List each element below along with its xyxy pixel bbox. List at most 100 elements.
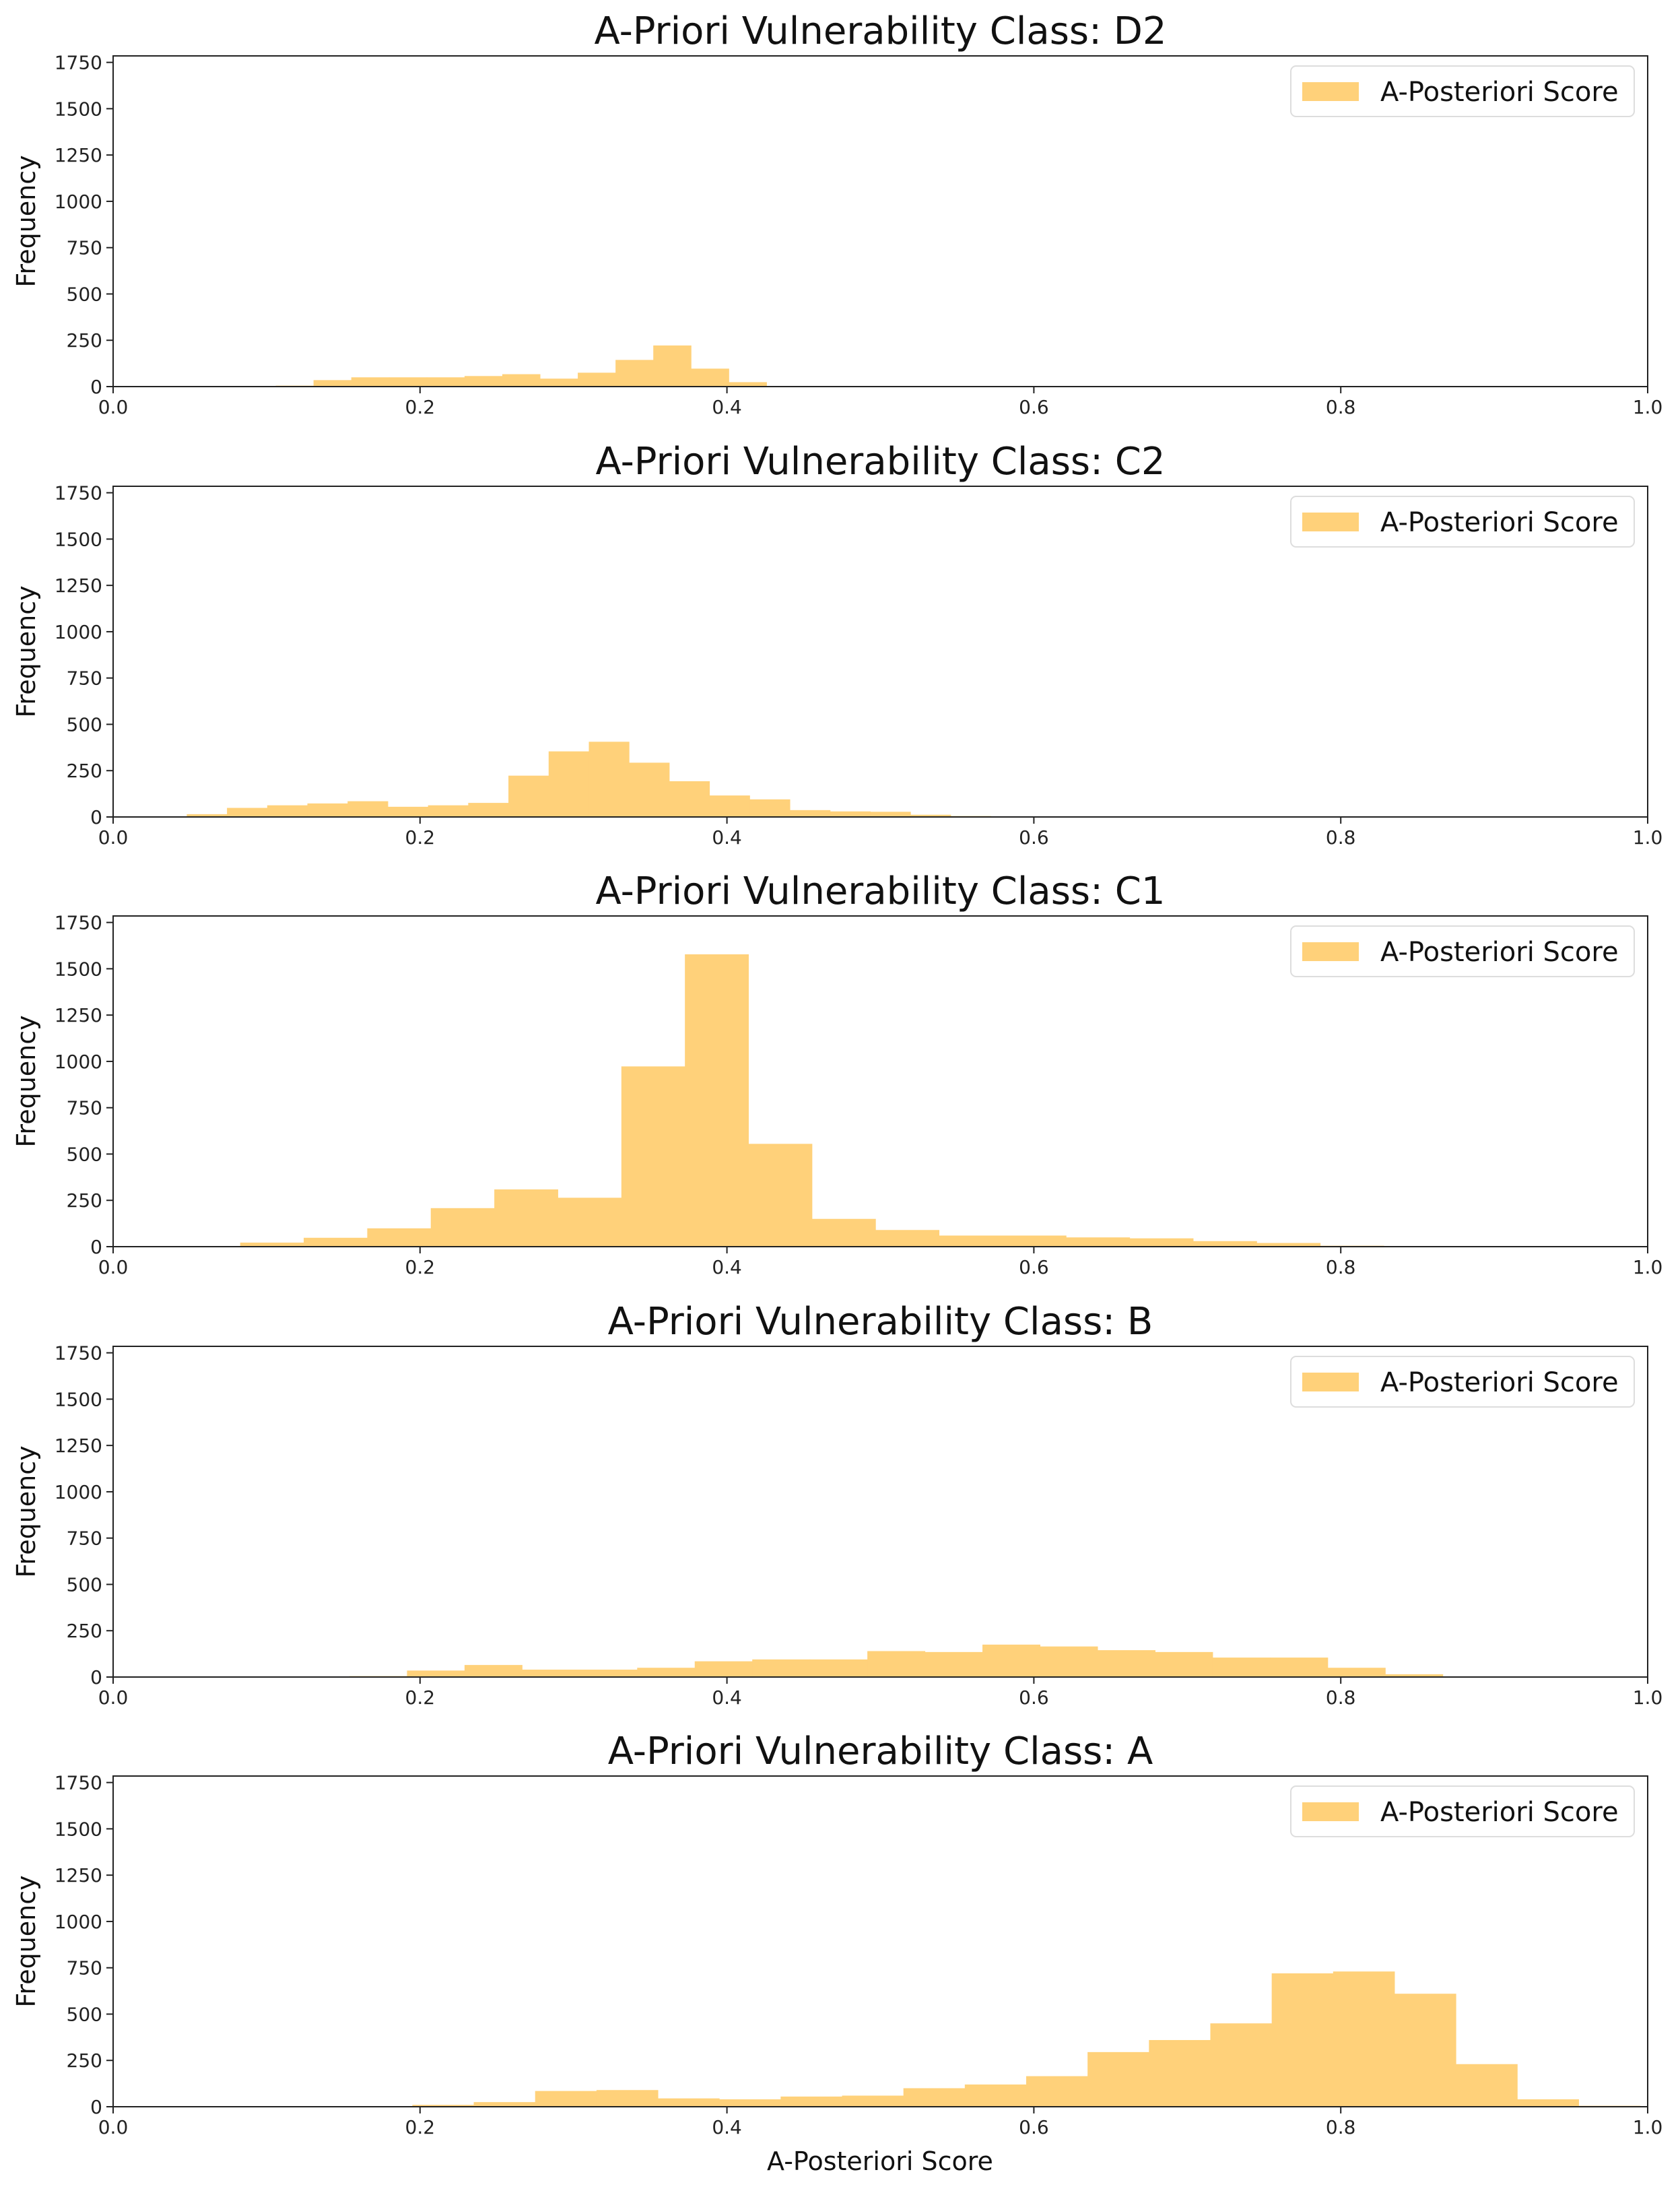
y-tick-label: 0 [90,376,102,398]
histogram-bar [910,814,951,817]
histogram-bar [464,376,503,387]
histogram-bar [621,1066,685,1247]
legend-label: A-Posteriori Score [1380,1797,1619,1828]
y-tick-label: 250 [67,1189,102,1212]
histogram-bar [407,1670,465,1677]
x-tick-label: 0.0 [98,826,129,849]
histogram-bar [842,2095,904,2107]
legend-swatch [1302,1802,1359,1821]
y-tick-label: 1500 [55,528,102,550]
y-tick-label: 1250 [55,1864,102,1886]
histogram-bar [1517,2099,1579,2107]
panel-c2: A-Priori Vulnerability Class: C2 0.0 0.2 0.… [11,440,1662,849]
y-axis-label: Frequency [11,1445,41,1577]
y-tick-label: 750 [67,667,102,690]
histogram-bar [749,799,791,817]
histogram-bar [752,1659,811,1677]
histogram-bar [494,1189,558,1247]
axes-frame [112,486,1648,818]
y-tick-label: 1750 [55,52,102,74]
panel-d2: A-Priori Vulnerability Class: D2 0.0 0.2 0.… [11,9,1662,418]
x-tick-label: 1.0 [1633,1256,1663,1278]
panel-c1: A-Priori Vulnerability Class: C1 0.0 0.2 0.… [11,869,1662,1278]
y-tick-label: 1000 [55,1051,102,1073]
x-tick-label: 0.8 [1326,1256,1356,1278]
histogram-bar [1327,1668,1386,1677]
x-tick-label: 0.2 [405,826,436,849]
y-tick-label: 0 [90,2096,102,2118]
y-tick-label: 250 [67,1620,102,1642]
histogram-bar [1155,1651,1213,1677]
histogram-bar [1270,1658,1329,1677]
y-tick-label: 750 [67,1957,102,1979]
histogram-bar [1040,1646,1098,1677]
histogram-bar [502,374,541,387]
histogram-bar [925,1651,983,1677]
x-tick-label: 0.2 [405,396,436,418]
y-tick-label: 1750 [55,1342,102,1365]
y-tick-label: 1250 [55,1435,102,1457]
legend-swatch [1302,942,1359,961]
y-axis-label: Frequency [11,585,41,717]
histogram-bar [748,1144,813,1247]
y-tick-label: 1250 [55,144,102,166]
y-tick-label: 1750 [55,482,102,504]
x-tick-label: 0.8 [1326,2116,1356,2138]
histogram-bar [540,379,578,387]
histogram-bar [347,801,389,817]
histogram-bar [694,1661,753,1677]
histogram-bar [669,781,710,817]
histogram-bar [240,1242,304,1247]
histogram-bar [304,1237,368,1247]
histogram-bar [389,377,428,387]
histogram-bar [875,1230,940,1247]
legend-label: A-Posteriori Score [1380,507,1619,538]
y-tick-label: 0 [90,1236,102,1258]
histogram-bar [535,2091,597,2107]
histogram-bar [1333,1971,1395,2107]
panel-title: A-Priori Vulnerability Class: D2 [594,9,1166,53]
x-tick-label: 0.2 [405,1256,436,1278]
x-tick-label: 0.8 [1326,396,1356,418]
histogram-bar [867,1651,926,1677]
histogram-bar [1212,1658,1271,1677]
y-tick-label: 1500 [55,1388,102,1410]
x-tick-label: 0.4 [712,1686,742,1709]
histogram-bar [1002,1235,1067,1247]
histogram-bar [1066,1237,1131,1247]
x-tick-label: 0.4 [712,2116,742,2138]
legend-label: A-Posteriori Score [1380,1367,1619,1398]
histogram-bar [982,1644,1041,1677]
y-tick-label: 750 [67,1528,102,1550]
histogram-bar [1271,1973,1334,2107]
axes-frame [112,55,1648,387]
histogram-bar [1149,2039,1211,2107]
legend-swatch [1302,1373,1359,1391]
y-tick-label: 500 [67,283,102,305]
histogram-bar [227,808,268,817]
panel-title: A-Priori Vulnerability Class: C2 [596,440,1166,484]
histogram-bar [830,811,871,817]
x-tick-label: 0.8 [1326,1686,1356,1709]
y-tick-label: 750 [67,1097,102,1119]
x-tick-label: 1.0 [1633,826,1663,849]
histogram-bar [811,1218,876,1247]
histogram-bar [964,2084,1027,2107]
histogram-bar [658,2098,720,2107]
y-tick-label: 1750 [55,1772,102,1794]
y-tick-label: 1750 [55,912,102,934]
axes-frame [112,1775,1648,2107]
histogram-bar [468,803,509,817]
histogram-bar [1385,1674,1444,1677]
histogram-bar [1456,2064,1518,2107]
histogram-bar [637,1668,696,1677]
y-tick-label: 1250 [55,575,102,597]
legend-label: A-Posteriori Score [1380,937,1619,968]
histogram-bar [903,2088,966,2107]
y-tick-label: 0 [90,806,102,828]
x-tick-label: 1.0 [1633,2116,1663,2138]
histogram-bar [1210,2023,1273,2107]
histogram-bar [1394,1994,1456,2107]
y-tick-label: 0 [90,1666,102,1688]
x-tick-label: 0.0 [98,2116,129,2138]
